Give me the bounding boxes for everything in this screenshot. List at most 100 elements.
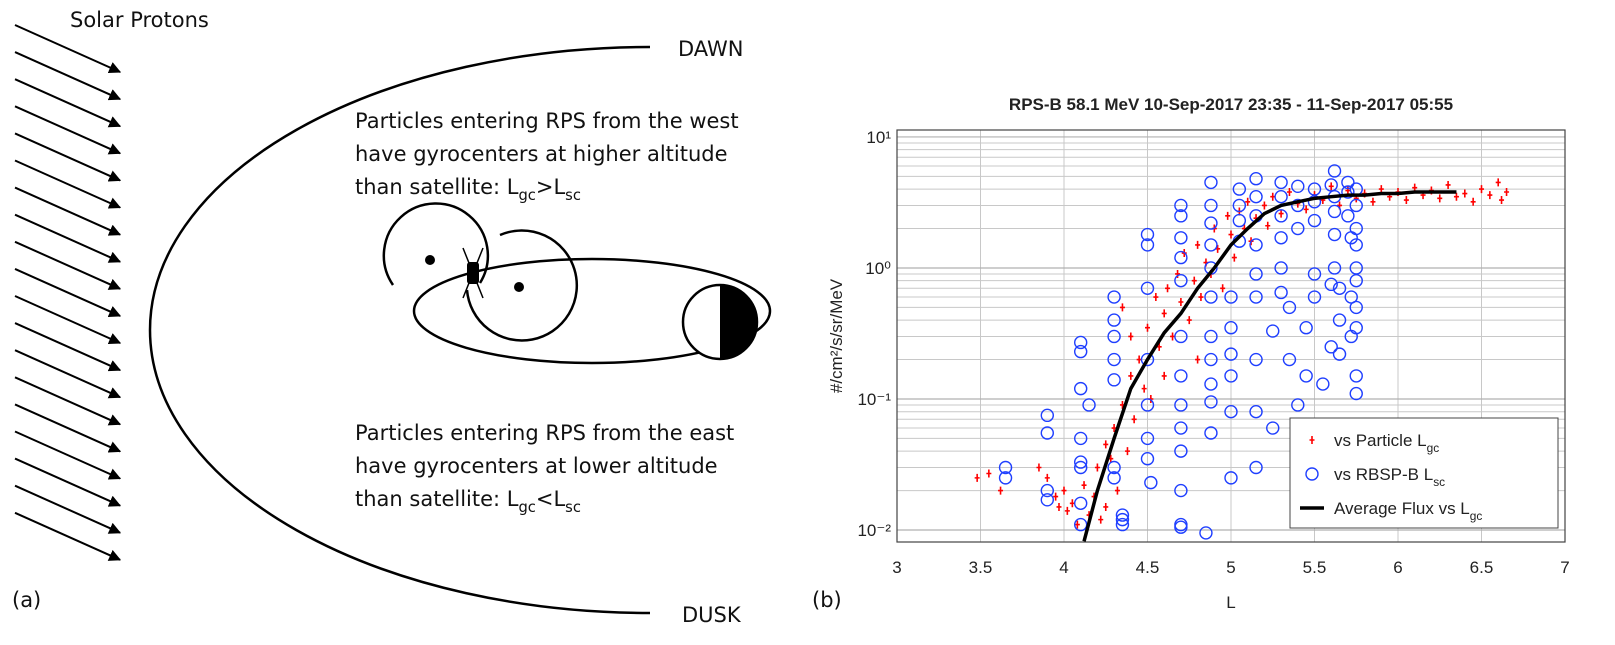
data-point — [1307, 213, 1322, 228]
data-point — [1174, 421, 1188, 435]
arrow — [14, 430, 122, 480]
data-point — [1378, 185, 1384, 194]
data-point — [1098, 515, 1104, 524]
data-point — [1328, 182, 1334, 191]
legend-label: vs Particle Lgc — [1334, 431, 1439, 455]
subscript: sc — [565, 187, 581, 204]
x-axis-label: L — [1226, 593, 1235, 612]
data-point — [1174, 483, 1188, 498]
chart-title: RPS-B 58.1 MeV 10-Sep-2017 23:35 - 11-Se… — [1009, 95, 1453, 114]
data-point — [1265, 221, 1271, 230]
data-point — [1040, 493, 1055, 507]
data-point — [1044, 473, 1050, 482]
data-point — [1073, 381, 1088, 396]
data-point — [1141, 384, 1147, 393]
data-point — [1370, 197, 1376, 206]
x-tick-label: 3 — [892, 558, 901, 577]
data-point — [1291, 198, 1305, 213]
data-point — [1249, 267, 1263, 281]
data-point — [1204, 352, 1218, 367]
source-label: Solar Protons — [70, 8, 209, 32]
data-point — [1073, 455, 1088, 469]
legend-label: vs RBSP-B Lsc — [1334, 465, 1445, 489]
x-tick-label: 6.5 — [1470, 558, 1494, 577]
text-part: >L — [536, 175, 566, 199]
data-point — [1249, 238, 1263, 252]
x-tick-label: 4.5 — [1136, 558, 1160, 577]
data-point — [1327, 164, 1342, 178]
arrow — [14, 240, 122, 290]
data-point — [1153, 293, 1159, 302]
data-point — [1341, 209, 1355, 223]
y-tick-label: 10⁻¹ — [857, 390, 891, 409]
annotation-line: have gyrocenters at higher altitude — [355, 142, 728, 166]
data-point — [1307, 195, 1322, 209]
data-point — [1178, 297, 1184, 306]
data-point — [1303, 205, 1309, 214]
subscript: sc — [565, 499, 581, 516]
data-point — [1174, 444, 1188, 458]
data-point — [1198, 293, 1204, 302]
data-point — [1282, 352, 1297, 367]
data-point — [1437, 194, 1443, 203]
west-gyro-orbit — [382, 202, 490, 286]
data-point — [1161, 371, 1167, 380]
legend-label: Average Flux vs Lgc — [1334, 499, 1482, 523]
data-point — [1140, 398, 1155, 412]
data-point — [1074, 520, 1080, 529]
data-point — [1349, 300, 1363, 315]
data-point — [1145, 323, 1150, 332]
data-point — [1140, 281, 1155, 295]
magnetopause — [148, 45, 651, 615]
data-point — [1224, 471, 1238, 485]
data-point — [1349, 369, 1363, 383]
data-point — [1114, 486, 1120, 495]
orbit — [412, 257, 772, 365]
data-point — [1232, 198, 1247, 213]
text-part: have gyrocenters at lower altitude — [355, 454, 718, 478]
data-point — [1115, 512, 1130, 527]
arrow — [14, 213, 122, 263]
data-point — [1232, 213, 1247, 228]
data-point — [1349, 386, 1363, 401]
panel-label: (b) — [812, 588, 842, 612]
arrow — [14, 511, 122, 561]
data-point — [1156, 342, 1162, 351]
data-point — [1324, 277, 1338, 292]
data-point — [1107, 329, 1121, 344]
gyrocenter — [425, 255, 435, 265]
data-point — [1053, 492, 1059, 501]
y-tick-label: 10⁰ — [865, 259, 891, 278]
text-part: vs RBSP-B L — [1334, 465, 1433, 484]
data-point — [1349, 321, 1363, 335]
arrow — [14, 186, 122, 236]
arrow — [14, 376, 122, 426]
data-point — [1103, 440, 1109, 449]
data-point — [1462, 189, 1468, 198]
chart: RPS-B 58.1 MeV 10-Sep-2017 23:35 - 11-Se… — [827, 95, 1570, 612]
legend-key — [1309, 436, 1315, 444]
data-point — [1349, 198, 1363, 213]
data-point — [1453, 192, 1459, 201]
data-point — [1204, 216, 1218, 230]
data-point — [1261, 201, 1267, 210]
data-point — [1081, 481, 1087, 490]
data-point — [1299, 321, 1313, 335]
arrow — [14, 349, 122, 399]
subscript: gc — [518, 499, 535, 516]
east-gyro-orbit — [465, 229, 579, 342]
data-point — [1204, 377, 1218, 391]
data-point — [1174, 250, 1188, 265]
subscript: gc — [1427, 441, 1440, 455]
data-point — [1082, 398, 1096, 412]
data-point — [1174, 209, 1188, 223]
plot-border — [896, 129, 1566, 543]
data-point — [1274, 189, 1288, 204]
data-point — [1316, 377, 1330, 391]
data-point — [1224, 347, 1238, 361]
data-point — [1341, 175, 1355, 190]
data-point — [1282, 300, 1297, 315]
data-point — [998, 471, 1013, 485]
data-point — [1224, 290, 1238, 304]
data-point — [1165, 284, 1171, 293]
